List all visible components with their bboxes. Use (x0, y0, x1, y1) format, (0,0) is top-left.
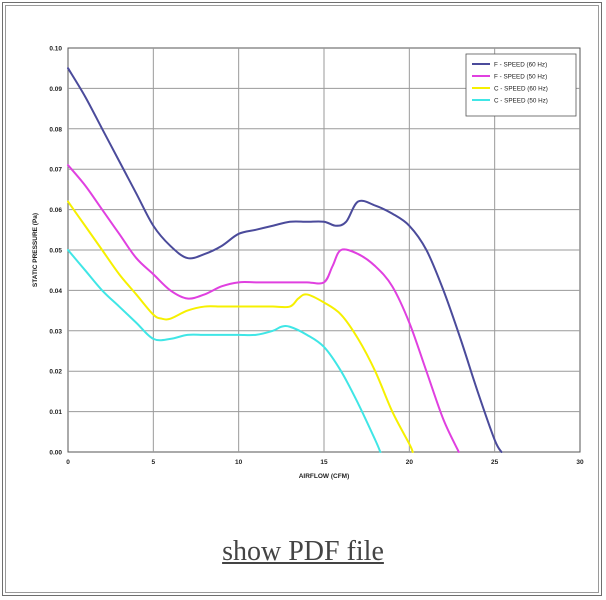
x-tick-label: 0 (66, 459, 70, 466)
pressure-airflow-chart: 0 5 10 15 20 25 30 0.00 0.01 0.02 0.03 0.04 0.05 0.06… (32, 46, 584, 481)
series-line-2 (67, 164, 460, 453)
inner-frame (5, 5, 599, 593)
x-tick-label: 10 (235, 459, 243, 466)
show-pdf-link[interactable]: show PDF file (222, 536, 384, 567)
y-tick-label: 0.10 (49, 46, 62, 53)
y-tick-label: 0.00 (49, 450, 62, 457)
y-tick-label: 0.04 (49, 288, 62, 295)
x-tick-label: 5 (152, 459, 156, 466)
x-tick-label: 30 (576, 459, 584, 466)
series-line-3 (67, 200, 414, 453)
y-tick-label: 0.05 (49, 248, 62, 255)
x-tick-label: 20 (406, 459, 414, 466)
x-axis-title: AIRFLOW (CFM) (299, 473, 350, 480)
y-tick-label: 0.01 (49, 409, 62, 416)
y-axis-title: STATIC PRESSURE (Pa) (32, 213, 39, 287)
x-tick-label: 15 (320, 459, 328, 466)
legend-entry: F - SPEED (60 Hz) (494, 62, 547, 69)
series-line-1 (67, 67, 503, 453)
x-tick-label: 25 (491, 459, 499, 466)
legend-entry: C - SPEED (50 Hz) (494, 98, 548, 105)
legend-entry: C - SPEED (60 Hz) (494, 86, 548, 93)
link-area: show PDF file (0, 536, 606, 568)
series-line-4 (67, 249, 382, 453)
y-tick-label: 0.08 (49, 126, 62, 133)
legend-entry: F - SPEED (50 Hz) (494, 74, 547, 81)
y-tick-label: 0.09 (49, 86, 62, 93)
y-tick-label: 0.06 (49, 207, 62, 214)
y-tick-label: 0.02 (49, 369, 62, 376)
legend: F - SPEED (60 Hz) F - SPEED (50 Hz) C - SP… (465, 53, 577, 117)
y-tick-label: 0.03 (49, 328, 62, 335)
y-tick-label: 0.07 (49, 167, 62, 174)
